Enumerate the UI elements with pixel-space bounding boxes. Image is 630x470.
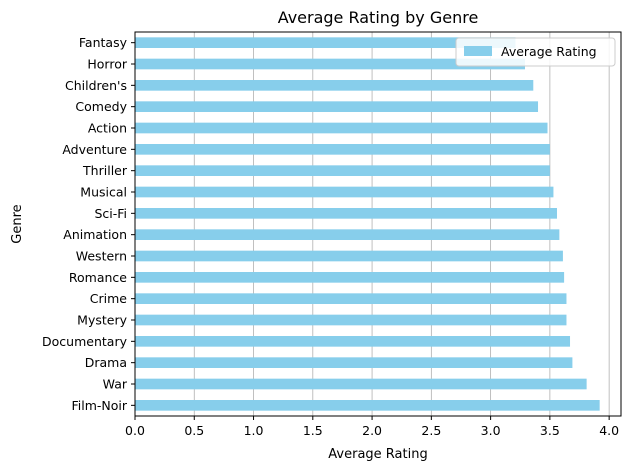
grid-lines	[134, 32, 610, 416]
bar	[135, 357, 573, 368]
bar	[135, 37, 516, 48]
plot-frame	[134, 31, 622, 417]
y-tick-label: Horror	[87, 57, 127, 72]
y-tick-label: Documentary	[42, 334, 128, 349]
bar	[135, 101, 539, 112]
y-tick-label: Musical	[80, 185, 127, 200]
bar	[135, 58, 525, 70]
bar	[135, 336, 571, 347]
bar	[135, 272, 565, 283]
x-tick-label: 0.0	[125, 423, 145, 438]
y-axis-ticks: Film-Noir War Drama Documentary Mystery Crime…	[42, 35, 135, 413]
x-tick-label: 3.5	[540, 423, 560, 438]
y-tick-label: Romance	[69, 270, 127, 285]
bar	[135, 165, 550, 176]
x-tick-label: 2.5	[421, 423, 441, 438]
y-tick-label: Crime	[90, 291, 128, 306]
y-tick-label: Comedy	[75, 99, 127, 114]
x-tick-label: 4.0	[599, 423, 619, 438]
bars	[135, 37, 600, 411]
chart-title: Average Rating by Genre	[278, 8, 479, 27]
y-tick-label: Sci-Fi	[94, 206, 127, 221]
bar	[135, 378, 587, 390]
bar	[135, 186, 554, 198]
bar	[135, 122, 548, 134]
bar	[135, 229, 560, 240]
legend: Average Rating	[455, 37, 616, 67]
bar	[135, 293, 567, 304]
y-tick-label: Action	[88, 121, 127, 136]
legend-swatch	[464, 46, 492, 56]
y-tick-label: Film-Noir	[71, 398, 127, 413]
legend-box	[455, 37, 616, 67]
y-axis-label: Genre	[10, 204, 25, 243]
y-tick-label: Mystery	[77, 313, 127, 328]
y-tick-label: Adventure	[62, 142, 127, 157]
y-tick-label: Fantasy	[79, 35, 128, 50]
y-tick-label: Animation	[63, 227, 127, 242]
x-tick-label: 2.0	[362, 423, 382, 438]
y-tick-label: Thriller	[82, 163, 128, 178]
x-axis-ticks: 0.0 0.5 1.0 1.5 2.0 2.5 3.0 3.5 4.0	[125, 416, 619, 438]
x-tick-label: 1.5	[303, 423, 323, 438]
bar	[135, 250, 563, 262]
x-tick-label: 3.0	[481, 423, 501, 438]
y-tick-label: War	[103, 377, 128, 392]
bar	[135, 314, 567, 326]
x-axis-label: Average Rating	[328, 447, 427, 462]
x-tick-label: 0.5	[184, 423, 204, 438]
bar	[135, 144, 550, 155]
y-tick-label: Western	[76, 249, 127, 264]
bar	[135, 80, 534, 91]
x-tick-label: 1.0	[244, 423, 264, 438]
legend-label: Average Rating	[501, 44, 597, 59]
y-tick-label: Drama	[85, 355, 127, 370]
bar	[135, 400, 600, 411]
bar	[135, 208, 557, 219]
y-tick-label: Children's	[65, 78, 127, 93]
